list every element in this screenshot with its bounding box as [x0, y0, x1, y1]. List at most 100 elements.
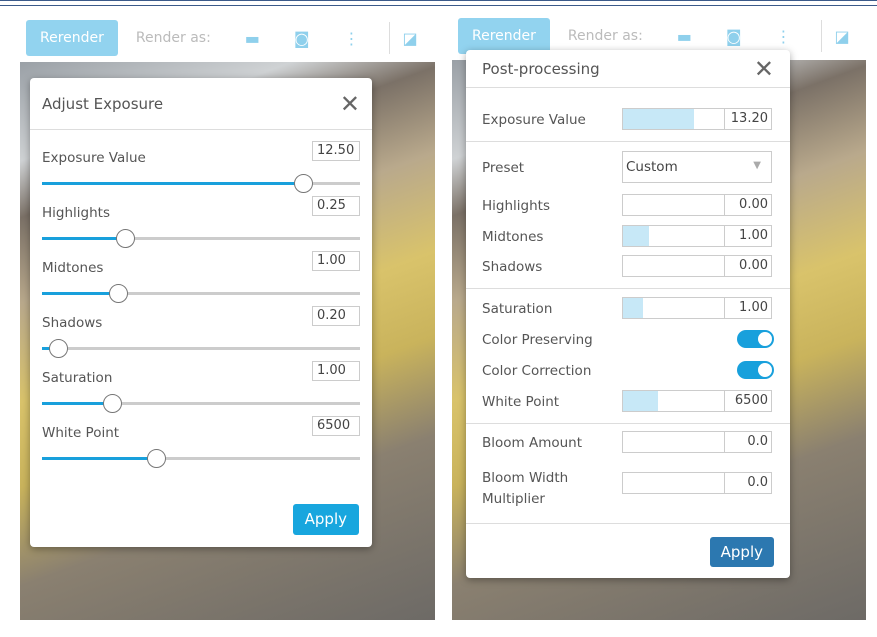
slider-handle[interactable]	[293, 174, 313, 193]
slider-fill	[42, 457, 157, 460]
rerender-button[interactable]: Rerender	[26, 20, 118, 56]
exposure-icon[interactable]: ◪	[402, 28, 418, 48]
toolbar: Rerender Render as: ▬ ◙ ⋮ ◪	[20, 14, 435, 62]
slider-fill	[623, 226, 649, 246]
exposure-icon[interactable]: ◪	[834, 26, 850, 46]
value-slider[interactable]: 1.00	[622, 225, 772, 247]
slider-label: Shadows	[42, 315, 103, 331]
close-icon[interactable]: ✕	[753, 54, 774, 83]
slider-fill	[623, 391, 658, 411]
slider-label: Midtones	[42, 260, 104, 276]
more-options-icon[interactable]: ⋮	[343, 28, 360, 48]
slider-track[interactable]	[42, 339, 360, 358]
slider-row: Saturation 1.00	[42, 361, 360, 425]
divider	[466, 288, 790, 289]
apply-button[interactable]: Apply	[292, 504, 359, 535]
row-label-line: Multiplier	[482, 491, 545, 507]
slider-label: Exposure Value	[42, 150, 146, 166]
divider	[466, 141, 790, 142]
row-label: Preset	[482, 160, 525, 176]
value-slider[interactable]: 1.00	[622, 297, 772, 319]
preset-dropdown[interactable]: Custom ▼	[622, 151, 772, 183]
slider-value-input[interactable]: 1.00	[312, 251, 360, 271]
slider-value-input[interactable]: 0.25	[312, 196, 360, 216]
chevron-down-icon: ▼	[753, 160, 761, 171]
row-label: Bloom Width Multiplier	[482, 468, 568, 510]
slider-handle[interactable]	[48, 339, 68, 358]
slider-value-input[interactable]: 0.20	[312, 306, 360, 326]
slider-fill	[42, 237, 125, 240]
window-border	[0, 0, 877, 6]
divider	[466, 523, 790, 524]
row-label: Bloom Amount	[482, 435, 583, 451]
preset-value: Custom	[626, 159, 678, 175]
row-label: Shadows	[482, 259, 543, 275]
row-label: Highlights	[482, 198, 550, 214]
value-slider[interactable]: 13.20	[622, 108, 772, 130]
dialog-title: Adjust Exposure	[42, 94, 164, 113]
row-label: Color Correction	[482, 363, 592, 379]
value-slider[interactable]: 6500	[622, 390, 772, 412]
slider-track[interactable]	[42, 394, 360, 413]
slider-track[interactable]	[42, 284, 360, 303]
toolbar-divider	[821, 20, 823, 52]
value-slider[interactable]: 0.0	[622, 472, 772, 494]
render-as-label: Render as:	[567, 28, 643, 44]
value-slider[interactable]: 0.00	[622, 255, 772, 277]
slider-handle[interactable]	[102, 394, 122, 413]
slider-value-input[interactable]: 12.50	[312, 141, 360, 161]
slider-track[interactable]	[42, 229, 360, 248]
slider-row: Highlights 0.25	[42, 196, 360, 260]
apply-button[interactable]: Apply	[709, 537, 774, 567]
value-input[interactable]: 6500	[724, 391, 771, 411]
rerender-button[interactable]: Rerender	[458, 18, 550, 54]
toggle-switch[interactable]	[737, 361, 774, 379]
more-options-icon[interactable]: ⋮	[775, 26, 792, 46]
slider-fill	[623, 298, 644, 318]
value-input[interactable]: 1.00	[724, 226, 771, 246]
row-label: Color Preserving	[482, 332, 593, 348]
value-input[interactable]: 0.0	[724, 473, 771, 493]
row-label: Saturation	[482, 301, 553, 317]
adjust-exposure-dialog: Adjust Exposure ✕ Exposure Value 12.50 Hi…	[30, 78, 372, 547]
toolbar-divider	[389, 22, 391, 54]
slider-track[interactable]	[42, 449, 360, 468]
slider-fill	[623, 109, 695, 129]
row-label-line: Bloom Width	[482, 470, 569, 486]
divider	[466, 423, 790, 424]
slider-fill	[42, 292, 119, 295]
slider-value-input[interactable]: 6500	[312, 416, 360, 436]
slider-row: Exposure Value 12.50	[42, 141, 360, 205]
vr-headset-icon[interactable]: ◙	[725, 26, 742, 46]
slider-label: Saturation	[42, 370, 113, 386]
value-slider[interactable]: 0.0	[622, 431, 772, 453]
slider-track[interactable]	[42, 174, 360, 193]
slider-row: White Point 6500	[42, 416, 360, 480]
slider-handle[interactable]	[109, 284, 129, 303]
row-label: Midtones	[482, 229, 544, 245]
slider-label: Highlights	[42, 205, 110, 221]
slider-fill	[42, 182, 303, 185]
slider-handle[interactable]	[147, 449, 167, 468]
value-input[interactable]: 0.00	[724, 195, 771, 215]
slider-row: Shadows 0.20	[42, 306, 360, 370]
post-processing-dialog: Post-processing ✕ Exposure Value 13.20 Pres…	[466, 50, 790, 578]
panorama-icon[interactable]: ▬	[244, 28, 260, 48]
value-input[interactable]: 0.0	[724, 432, 771, 452]
value-input[interactable]: 1.00	[724, 298, 771, 318]
value-input[interactable]: 13.20	[724, 109, 771, 129]
value-slider[interactable]: 0.00	[622, 194, 772, 216]
close-icon[interactable]: ✕	[339, 89, 360, 118]
slider-row: Midtones 1.00	[42, 251, 360, 315]
render-as-label: Render as:	[135, 30, 211, 46]
row-label: Exposure Value	[482, 112, 586, 128]
slider-value-input[interactable]: 1.00	[312, 361, 360, 381]
slider-label: White Point	[42, 425, 120, 441]
value-input[interactable]: 0.00	[724, 256, 771, 276]
slider-fill	[42, 402, 112, 405]
vr-headset-icon[interactable]: ◙	[293, 28, 310, 48]
toggle-switch[interactable]	[737, 330, 774, 348]
panorama-icon[interactable]: ▬	[676, 26, 692, 46]
row-label: White Point	[482, 394, 560, 410]
slider-handle[interactable]	[115, 229, 135, 248]
